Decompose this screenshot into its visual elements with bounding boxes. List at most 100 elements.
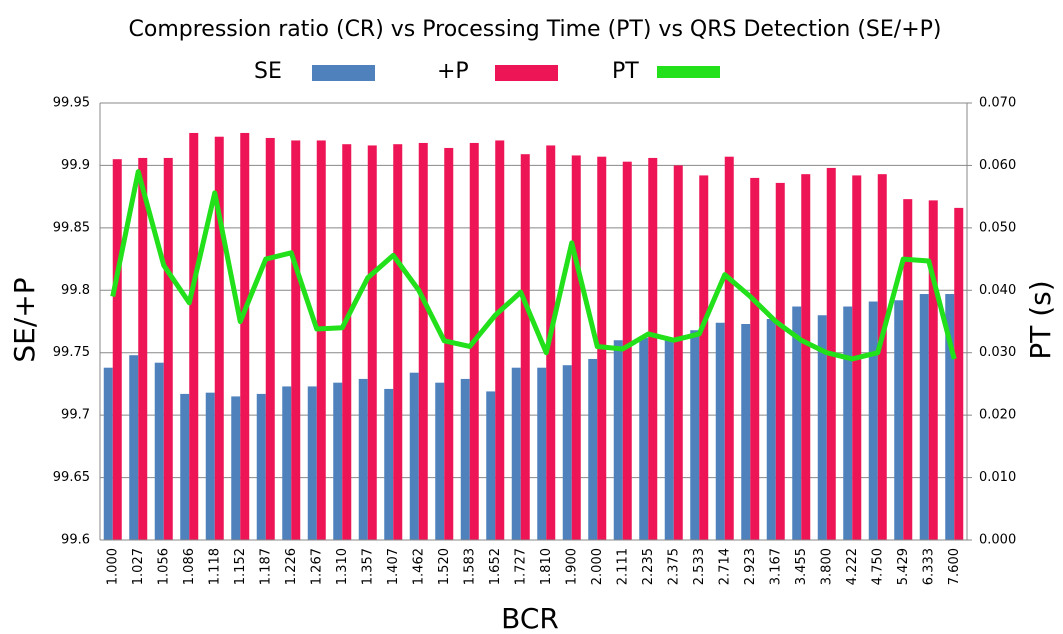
x-tick-label: 1.727 — [513, 548, 528, 585]
bar — [511, 367, 521, 540]
x-tick-label: 1.056 — [156, 548, 171, 585]
bar — [715, 322, 725, 540]
x-tick-label: 1.000 — [105, 548, 120, 585]
bar — [945, 294, 955, 540]
bar — [699, 175, 709, 540]
chart-title: Compression ratio (CR) vs Processing Tim… — [129, 17, 942, 42]
bar — [919, 294, 929, 540]
line — [110, 169, 957, 362]
bar — [265, 137, 275, 540]
y2-axis-label: PT (s) — [1024, 280, 1057, 359]
bar — [664, 337, 674, 540]
y2-tick-label: 0.060 — [979, 158, 1016, 173]
bar — [367, 145, 377, 541]
x-tick-label: 1.027 — [131, 548, 146, 585]
bar — [460, 378, 470, 540]
x-tick-label: 1.310 — [335, 548, 350, 585]
x-tick-label: 6.333 — [921, 548, 936, 585]
bar — [775, 182, 785, 540]
bar — [894, 300, 904, 540]
x-tick-label: 3.455 — [794, 548, 809, 585]
x-tick-label: 2.923 — [743, 548, 758, 585]
bar — [495, 140, 505, 540]
x-tick-label: 1.810 — [539, 548, 554, 585]
x-axis-label: BCR — [501, 602, 559, 634]
bar — [843, 306, 853, 540]
bar — [112, 159, 122, 540]
y-tick-label: 99.9 — [61, 158, 90, 173]
x-tick-label: 4.222 — [845, 548, 860, 585]
bar — [690, 330, 700, 540]
bar — [928, 200, 938, 541]
x-tick-label: 7.600 — [947, 548, 962, 585]
bar — [205, 392, 215, 540]
x-tick-label: 1.583 — [462, 548, 477, 585]
y-tick-label: 99.75 — [53, 345, 90, 360]
y-tick-label: 99.8 — [61, 283, 90, 298]
bar — [240, 132, 250, 541]
y2-tick-label: 0.020 — [979, 408, 1016, 423]
bar — [342, 144, 352, 540]
bar — [903, 199, 913, 540]
x-tick-label: 1.462 — [411, 548, 426, 585]
y-axis-label: SE/+P — [8, 277, 41, 362]
bar — [154, 362, 164, 540]
bar — [868, 301, 878, 540]
legend-label: +P — [437, 59, 469, 84]
bar — [103, 367, 113, 540]
bar — [231, 396, 241, 540]
bar — [316, 140, 326, 540]
bar — [801, 174, 811, 540]
y-tick-label: 99.85 — [53, 220, 90, 235]
bar — [256, 393, 266, 540]
bar — [291, 140, 301, 540]
bar — [673, 165, 683, 540]
bar — [129, 355, 139, 540]
legend-label: SE — [254, 59, 282, 84]
bar — [571, 155, 581, 540]
bar — [792, 306, 802, 540]
x-tick-label: 1.520 — [437, 548, 452, 585]
x-tick-label: 1.187 — [258, 548, 273, 585]
legend-swatch — [495, 65, 558, 81]
x-tick-label: 2.111 — [615, 548, 630, 585]
bar — [214, 136, 224, 540]
x-tick-label: 1.267 — [309, 548, 324, 585]
bar — [189, 132, 199, 541]
x-tick-label: 1.900 — [564, 548, 579, 585]
legend-swatch — [657, 66, 720, 78]
bar — [954, 207, 964, 540]
x-tick-label: 1.652 — [488, 548, 503, 585]
bar — [562, 365, 572, 540]
x-tick-label: 2.533 — [692, 548, 707, 585]
bar — [409, 372, 419, 540]
y2-tick-label: 0.030 — [979, 345, 1016, 360]
y-tick-label: 99.6 — [61, 533, 90, 548]
bar — [877, 174, 887, 540]
x-tick-label: 1.226 — [284, 548, 299, 585]
bar — [163, 157, 173, 541]
bar — [817, 315, 827, 540]
x-tick-label: 2.375 — [666, 548, 681, 585]
bar — [282, 386, 292, 540]
bar — [613, 340, 623, 540]
x-tick-label: 3.167 — [768, 548, 783, 585]
bar — [766, 319, 776, 540]
x-tick-label: 3.800 — [819, 548, 834, 585]
bar — [180, 393, 190, 540]
bar — [741, 323, 751, 540]
y2-tick-label: 0.000 — [979, 533, 1016, 548]
legend-label: PT — [612, 59, 639, 84]
bar — [418, 142, 428, 540]
legend-swatch — [312, 65, 375, 81]
bar — [138, 157, 148, 541]
bar — [588, 358, 598, 540]
bar — [393, 144, 403, 540]
x-tick-label: 1.407 — [386, 548, 401, 585]
bar — [384, 388, 394, 540]
y-tick-label: 99.7 — [61, 408, 90, 423]
x-tick-label: 5.429 — [896, 548, 911, 585]
bar — [486, 391, 496, 540]
bar — [648, 157, 658, 541]
bar — [750, 177, 760, 540]
